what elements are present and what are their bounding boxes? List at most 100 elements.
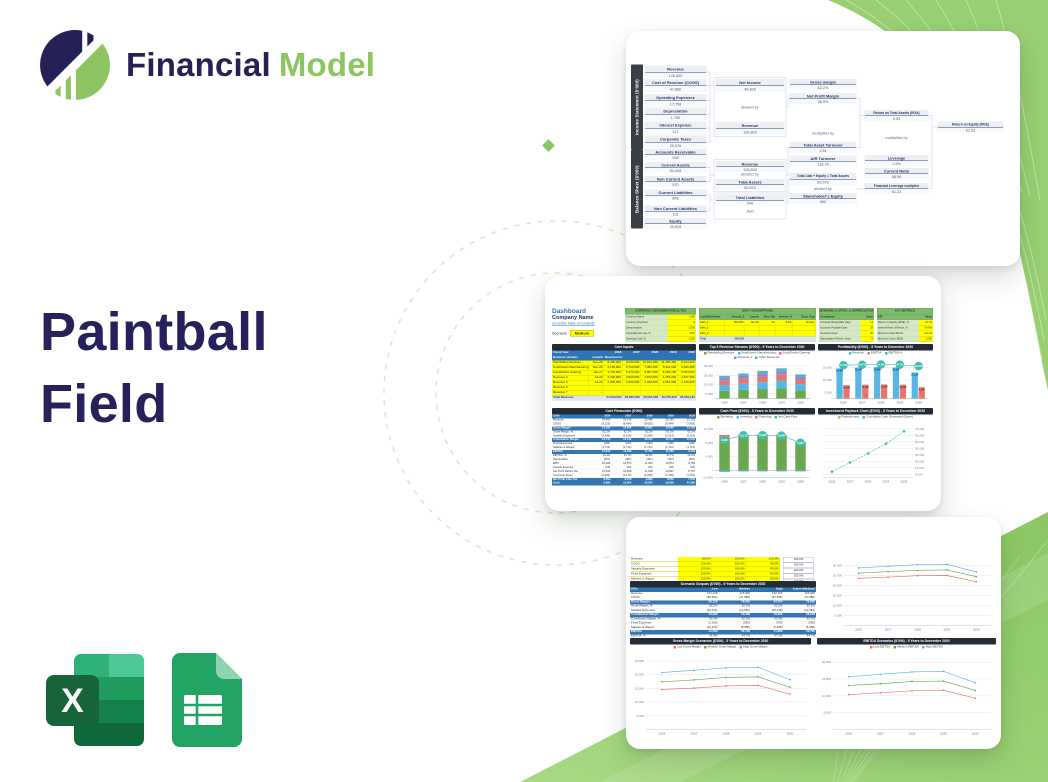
dupont-box-label: Operating Expenses	[645, 94, 706, 101]
brand-name: Financial Model	[126, 46, 375, 84]
table-row: KPI Value	[877, 314, 933, 320]
dupont-box-rev: Revenue 126,800	[645, 66, 706, 79]
table-row: Variable Expenses (10,146) (12,682) (15,218…	[630, 609, 816, 613]
table-cell	[776, 336, 793, 342]
svg-text:65,000: 65,000	[915, 433, 925, 437]
table-cell: (7,983)	[674, 422, 696, 427]
table-cell: 78,920	[783, 600, 816, 605]
table-cell: (1,712)	[590, 446, 612, 451]
core-inputs-title: Core Inputs	[552, 344, 696, 351]
table-cell: 10,461	[590, 470, 612, 474]
table-cell: Gross Margin, %	[552, 430, 590, 435]
dupont-box-value: 133.76	[790, 161, 856, 167]
table-cell: (57,456)	[751, 596, 784, 601]
legend-item: Financing	[755, 416, 771, 420]
table-cell: Contribution Margin, %	[630, 617, 686, 622]
table-cell: 62.2%	[632, 430, 654, 435]
working-capital-panel: WORKING CAPITAL & DEPRECIATION Assumptio…	[819, 308, 874, 342]
table-cell: 80.0%	[746, 572, 780, 577]
chart-title: Investment Payback Chart ($'000) - 5 Yea…	[818, 408, 933, 415]
table-cell: 62.2%	[686, 605, 719, 609]
table-cell: 10,848	[611, 470, 633, 474]
table-cell: 47,380	[674, 481, 696, 486]
table-cell: 62.2%	[653, 430, 675, 435]
table-cell: Jul-26	[589, 375, 604, 381]
brand-word-model: Model	[278, 46, 376, 83]
toc-link[interactable]: Go to the Table of Contents	[552, 322, 595, 326]
table-cell: -	[589, 390, 604, 396]
legend-item: Medium Gross Margin	[704, 646, 736, 650]
dupont-box-value: 58.98	[865, 174, 928, 179]
dupont-box-label: A/R Turnover	[790, 156, 856, 162]
svg-text:11,410: 11,410	[881, 386, 889, 389]
table-cell: Opening Cash, $	[625, 336, 668, 342]
svg-text:2027: 2027	[740, 401, 747, 405]
product-title-line1: Paintball	[40, 302, 268, 362]
table-cell: (357)	[632, 458, 654, 462]
svg-text:5,000: 5,000	[824, 390, 832, 394]
table-cell: (25)	[590, 466, 612, 470]
table-row: Total 500,000	[699, 336, 816, 342]
svg-text:15,000: 15,000	[704, 383, 714, 387]
table-cell: Fixed Expenses	[630, 572, 678, 577]
legend-swatch	[922, 646, 925, 649]
dupont-box-value: 101	[645, 211, 706, 217]
table-cell: 8,757	[674, 470, 696, 474]
table-cell: Accounts Payable Days	[819, 325, 861, 331]
dupont-box-label: Current Assets	[645, 162, 706, 168]
svg-text:25,000: 25,000	[915, 459, 925, 463]
table-cell: (2,169)	[653, 474, 675, 478]
table-row: Debt_3- - - - -	[699, 331, 816, 337]
table-row: COGS (38,304) (47,880) (57,456) (47,880)	[630, 596, 816, 601]
table-cell: 62.2%	[590, 430, 612, 435]
table-cell: 120.0%	[746, 557, 780, 562]
table-row: Revenue 4 Jul-26 3,200,000 3,520,000 3,872,0…	[552, 375, 696, 381]
table-row: Loan/Debt Name Amount, $ Launch Term, Mo Int…	[699, 314, 816, 320]
table-cell: 6,710,000	[622, 365, 641, 371]
table-cell: (9,625)	[632, 422, 654, 427]
active-scenario-column: 100.0%100.0%100.0%100.0%100.0%	[783, 557, 814, 585]
table-cell: 56,730	[783, 630, 816, 635]
dupont-box-label: Cost of Revenue (COGS)	[645, 79, 706, 86]
chart-canvas: 25,000 15,000 5,000 - 24,400 25,140 25,486 25,1…	[818, 356, 933, 405]
table-cell: USD	[667, 314, 696, 320]
balance-sheet-sidebar: Balance Sheet ($'000)	[631, 149, 643, 229]
dupont-box-roe: Return on Equity (ROE) 61.03	[938, 122, 1003, 133]
table-cell: Active (Medium)	[783, 587, 816, 592]
google-sheets-icon	[172, 653, 242, 747]
table-cell: 11,028	[632, 470, 654, 474]
svg-text:4,000: 4,000	[705, 455, 713, 459]
table-cell: -	[793, 331, 816, 337]
table-row: COGS (9,215) (9,494) (9,625) (9,494) (7,983)	[552, 422, 696, 427]
dupont-box-gm: Gross margin 62.2%	[790, 79, 856, 90]
chart-title: Profitability ($'000) - 5 Years to Decem…	[818, 344, 933, 351]
table-cell: 120.0%	[678, 572, 712, 577]
dupont-box-tat: Total Asset Turnover 2.51	[790, 142, 856, 153]
chart-title: Top 5 Revenue Streams ($'000) - 5 Years …	[699, 344, 815, 351]
legend-swatch	[774, 416, 778, 419]
dupont-box-value: 948	[645, 155, 706, 160]
table-row: Small Items Manufacturing Dec-26 6,100,000…	[552, 365, 696, 371]
svg-text:2029: 2029	[778, 480, 785, 484]
dupont-box-value: 20,576	[645, 142, 706, 149]
table-cell: 62.2%	[611, 430, 633, 435]
table-row: EBITDA 41,580 56,730 71,880 56,730	[630, 630, 816, 635]
dupont-box-npm: Net Profit Margin 36.9%	[790, 93, 856, 104]
table-cell: 44.7%	[653, 454, 675, 458]
legend-swatch	[838, 416, 841, 419]
table-cell: (10,270)	[686, 626, 719, 630]
chart-canvas: 20,000 15,000 10,000 5,000 2026 2027 2028 2029 2…	[817, 650, 996, 736]
table-cell: 6,255,700	[659, 370, 678, 376]
scenario-selector[interactable]: Medium	[569, 330, 594, 337]
table-cell: (2,549)	[632, 434, 654, 439]
dupont-operator: Add	[746, 209, 754, 214]
table-cell: (2,206)	[632, 474, 654, 478]
table-cell: (25)	[632, 466, 654, 470]
table-cell: (190)	[653, 442, 675, 447]
table-cell: -	[745, 331, 760, 337]
table-row: Gross Margin 63,136 78,920 94,704 78,920	[630, 600, 816, 605]
table-cell: 71,880	[751, 630, 784, 635]
table-cell: 12,745	[590, 438, 612, 443]
table-cell: (15,218)	[751, 609, 784, 613]
table-cell	[640, 390, 660, 396]
